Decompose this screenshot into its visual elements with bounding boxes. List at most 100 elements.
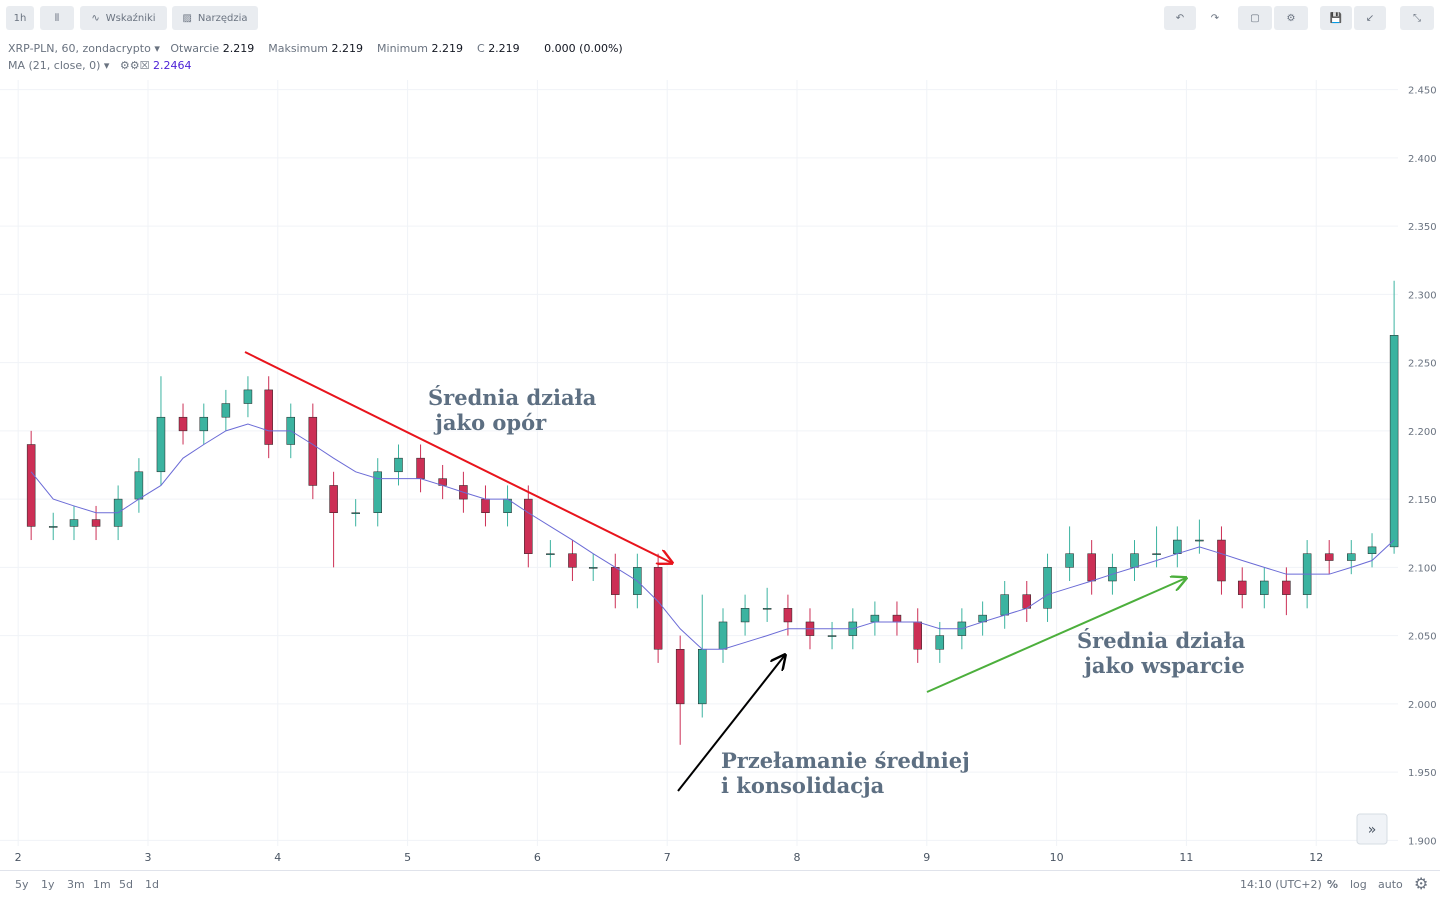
interval-button[interactable]: 1h (6, 6, 34, 30)
x-tick-label: 2 (15, 851, 22, 864)
candle-body (1130, 553, 1139, 568)
candle-body (199, 416, 209, 432)
candle-body (178, 416, 188, 432)
candle-body (1237, 580, 1247, 595)
scroll-button[interactable] (1356, 813, 1388, 845)
annotation: Średnia działa (428, 385, 597, 410)
candle-body (1065, 553, 1074, 568)
candle-body (870, 614, 880, 623)
ma-row: MA (21, close, 0) ▾ ⚙⚙☒ 2.2464 (8, 59, 192, 72)
open-label: Otwarcie (170, 42, 220, 55)
candle-body (91, 519, 101, 527)
arrow (677, 655, 785, 792)
range-button[interactable]: 5y (15, 878, 29, 891)
candle-body (524, 498, 533, 554)
candle-body (892, 614, 902, 623)
range-button[interactable]: 1y (41, 878, 55, 891)
candle-body (1282, 580, 1291, 595)
candle-body (351, 512, 360, 514)
x-tick-label: 5 (404, 851, 411, 864)
y-tick-label: 1.900 (1408, 836, 1437, 847)
auto-toggle[interactable]: auto (1378, 878, 1403, 891)
y-tick-label: 2.000 (1408, 700, 1437, 711)
range-button[interactable]: 1d (145, 878, 159, 891)
candle-body (1043, 567, 1052, 609)
candle-body (394, 457, 403, 473)
symbol[interactable]: XRP-PLN, 60, zondacrypto (8, 42, 151, 55)
fullscreen-button[interactable]: ▢ (1238, 6, 1272, 30)
settings-button[interactable]: ⚙ (1274, 6, 1308, 30)
percent-toggle[interactable]: % (1327, 878, 1339, 891)
x-tick-label: 9 (923, 851, 930, 864)
low-label: Minimum (377, 42, 428, 55)
candle-body (308, 416, 318, 486)
ma-label[interactable]: MA (21, close, 0) (8, 59, 101, 72)
candle-body (243, 389, 253, 404)
candle-body (913, 621, 922, 650)
candle-body (264, 389, 273, 445)
chart-type-button[interactable]: ⫴ (40, 6, 74, 30)
close-label: C (477, 42, 485, 55)
candle-body (416, 457, 425, 479)
tools-text: Narzędzia (197, 12, 248, 24)
high-label: Maksimum (268, 42, 329, 55)
x-tick-label: 4 (274, 851, 281, 864)
candle-body (156, 416, 166, 473)
icon: ∿ (91, 12, 100, 24)
arrow (926, 578, 1186, 693)
y-tick-label: 2.200 (1408, 427, 1437, 438)
candle-body (69, 519, 79, 527)
ma-value: 2.2464 (153, 59, 192, 72)
y-tick-label: 2.450 (1408, 86, 1437, 97)
arrow (244, 351, 672, 563)
candle-body (740, 608, 750, 623)
candle-body (1217, 539, 1226, 582)
time: 14:10 (UTC+2) (1240, 878, 1322, 891)
x-tick-label: 8 (794, 851, 801, 864)
candle-body (329, 485, 338, 514)
divider (0, 870, 1440, 871)
undo-button[interactable]: ↶ (1164, 6, 1196, 30)
candle-body (1347, 553, 1356, 561)
change-value: 0.000 (0.00%) (544, 42, 623, 55)
log-toggle[interactable]: log (1350, 878, 1367, 891)
settings-icon[interactable]: ⚙ (1414, 874, 1429, 893)
candle-body (1000, 594, 1009, 616)
x-tick-label: 10 (1050, 851, 1064, 864)
annotation: Średnia działa (1077, 628, 1246, 653)
range-button[interactable]: 3m (67, 878, 85, 891)
load-button[interactable]: ↙ (1354, 6, 1386, 30)
range-button[interactable]: 5d (119, 878, 133, 891)
candle-body (221, 403, 231, 418)
candle-body (762, 608, 772, 610)
candle-body (718, 621, 728, 650)
indicators-text: Wskaźniki (105, 12, 156, 24)
scroll-icon: » (1368, 822, 1377, 838)
y-tick-label: 2.250 (1408, 359, 1437, 370)
y-tick-label: 2.150 (1408, 495, 1437, 506)
x-tick-label: 3 (144, 851, 151, 864)
candle-body (611, 567, 620, 595)
candle-body (588, 567, 598, 569)
candle-body (653, 567, 663, 650)
candle-body (48, 526, 58, 528)
y-tick-label: 1.950 (1408, 768, 1437, 779)
candle-body (1324, 553, 1334, 561)
range-button[interactable]: 1m (93, 878, 111, 891)
candle-body (26, 444, 36, 527)
save-button[interactable]: 💾 (1320, 6, 1352, 30)
redo-button[interactable]: ↷ (1199, 6, 1231, 30)
x-tick-label: 6 (534, 851, 541, 864)
candle-body (935, 635, 945, 650)
chart: 1.900 1.950 2.000 2.050 2.100 2.150 2.200 2.250… (0, 80, 1437, 864)
collapse-button[interactable]: ⤡ (1400, 6, 1434, 30)
close-value: 2.219 (488, 42, 520, 55)
candle-body (1389, 335, 1399, 548)
tools-button[interactable]: ▨ Narzędzia (172, 6, 258, 30)
annotation: jako opór (428, 410, 547, 435)
indicators-button[interactable]: ∿ Wskaźniki (80, 6, 167, 30)
legend-row: XRP-PLN, 60, zondacrypto ▾ Otwarcie 2.21… (8, 42, 623, 55)
candle-body (134, 471, 144, 500)
annotation: Przełamanie średniej (721, 748, 970, 773)
